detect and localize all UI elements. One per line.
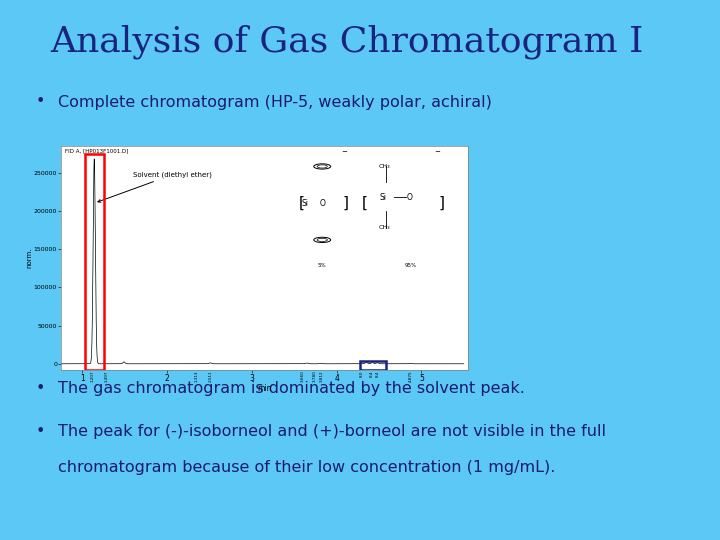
- Text: 3.780: 3.780: [312, 370, 317, 382]
- Text: 1.497: 1.497: [104, 370, 109, 382]
- Text: ]: ]: [343, 195, 348, 211]
- Bar: [361, 361, 386, 370]
- Text: −: −: [341, 149, 347, 155]
- Text: FID A, [HP013F1001.D]: FID A, [HP013F1001.D]: [66, 148, 129, 153]
- Text: Si: Si: [302, 199, 309, 208]
- Bar: [85, 154, 104, 370]
- Text: ]: ]: [438, 195, 444, 211]
- Text: 3.660: 3.660: [301, 370, 305, 382]
- Text: CH₃: CH₃: [379, 164, 391, 169]
- Text: [: [: [299, 195, 305, 211]
- Text: chromatogram because of their low concentration (1 mg/mL).: chromatogram because of their low concen…: [58, 460, 555, 475]
- Text: The peak for (-)-isoborneol and (+)-borneol are not visible in the full: The peak for (-)-isoborneol and (+)-born…: [58, 424, 606, 439]
- Text: O: O: [319, 199, 325, 208]
- Text: 2.511: 2.511: [208, 370, 212, 382]
- Text: 95%: 95%: [405, 264, 417, 268]
- Text: O: O: [407, 193, 413, 201]
- Text: 8.4: 8.4: [370, 370, 374, 377]
- Text: 1.313: 1.313: [195, 370, 199, 382]
- Text: •: •: [36, 381, 45, 396]
- Text: CH₃: CH₃: [379, 225, 391, 230]
- Text: Si: Si: [379, 193, 386, 201]
- Text: [: [: [362, 195, 368, 211]
- Text: 1.207: 1.207: [90, 370, 94, 382]
- Text: 4.875: 4.875: [409, 370, 413, 382]
- Text: −: −: [434, 149, 440, 155]
- Text: •: •: [36, 94, 45, 110]
- Text: Analysis of Gas Chromatogram I: Analysis of Gas Chromatogram I: [50, 24, 644, 59]
- Y-axis label: norm.: norm.: [26, 248, 32, 268]
- Text: 8.4: 8.4: [375, 370, 379, 377]
- Text: 3.812: 3.812: [320, 370, 323, 382]
- Text: 5%: 5%: [318, 264, 327, 268]
- Text: •: •: [36, 424, 45, 439]
- X-axis label: min: min: [257, 384, 272, 394]
- Text: 8.0: 8.0: [360, 370, 364, 377]
- Text: Complete chromatogram (HP-5, weakly polar, achiral): Complete chromatogram (HP-5, weakly pola…: [58, 94, 492, 110]
- Text: The gas chromatogram is dominated by the solvent peak.: The gas chromatogram is dominated by the…: [58, 381, 524, 396]
- Text: Solvent (diethyl ether): Solvent (diethyl ether): [98, 171, 212, 202]
